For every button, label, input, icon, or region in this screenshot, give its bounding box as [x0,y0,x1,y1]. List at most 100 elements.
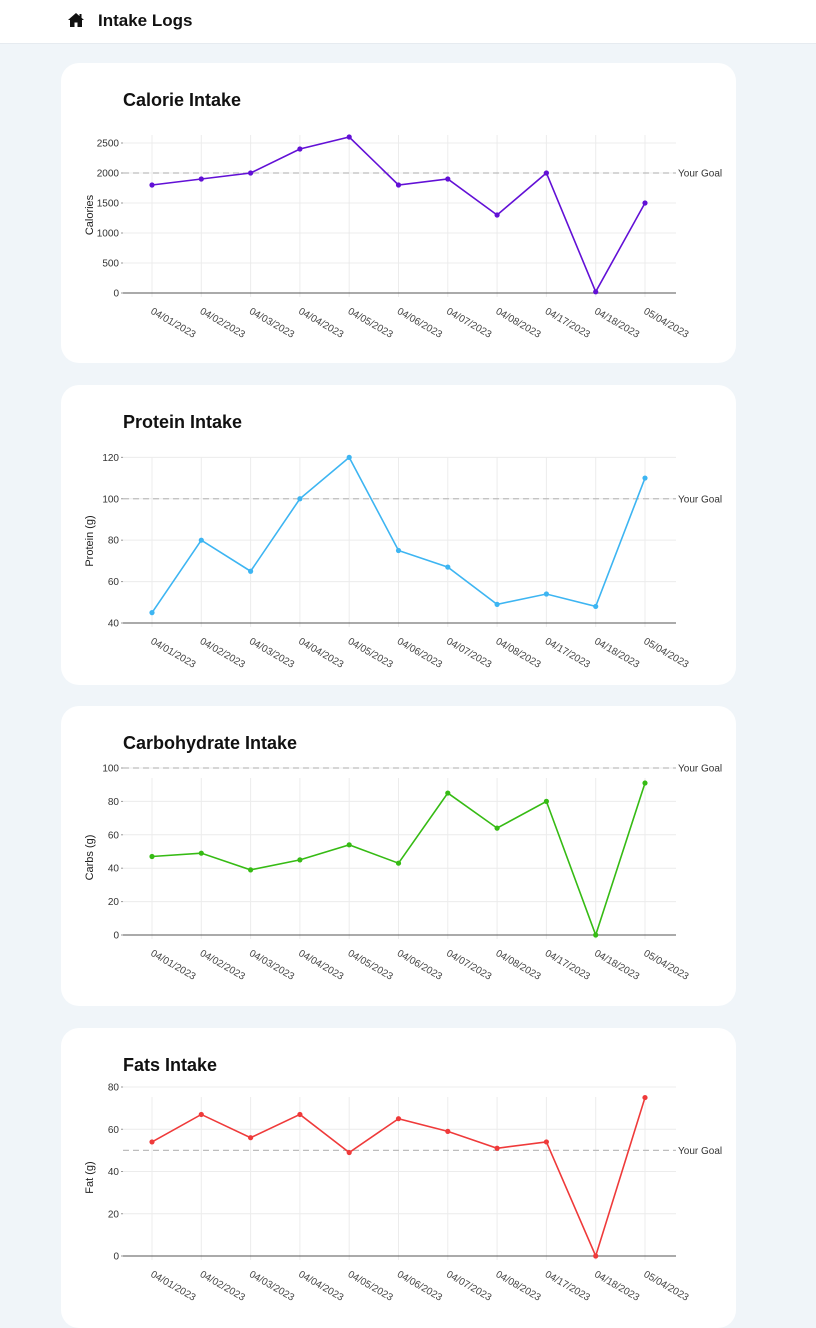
data-point [346,134,352,140]
y-tick-label: 1000 [97,229,120,240]
goal-label: Your Goal [678,169,722,180]
y-tick-label: 120 [102,453,119,464]
x-tick-label: 05/04/2023 [642,948,691,983]
x-tick-label: 04/08/2023 [494,1269,543,1304]
fats-chart-card: Fats Intake 0 20 40 60 80 Fat (g) Your Goal 04/… [61,1028,736,1328]
y-tick-label: 20 [108,1209,120,1220]
data-point [248,867,254,873]
y-axis-title: Calories [84,194,96,235]
chart-title: Calorie Intake [123,90,242,110]
x-tick-label: 04/01/2023 [149,306,198,341]
y-tick-label: 60 [108,830,120,841]
x-tick-label: 04/17/2023 [543,1269,592,1304]
x-tick-label: 04/04/2023 [296,306,345,341]
data-point [445,790,451,796]
data-point [346,1149,352,1156]
data-point [445,1128,451,1134]
y-tick-label: 80 [108,536,120,547]
goal-label: Your Goal [678,764,722,775]
data-point [543,591,549,597]
x-tick-label: 04/04/2023 [296,1269,345,1304]
protein-chart: 40 60 80 100 120 Protein (g) Your Goal 04/01/20… [84,453,722,671]
data-point [297,496,303,502]
x-tick-label: 05/04/2023 [642,306,691,341]
x-tick-label: 04/18/2023 [592,1269,641,1304]
x-tick-label: 04/05/2023 [346,948,395,983]
data-point [198,176,204,182]
x-tick-label: 04/08/2023 [494,306,543,341]
x-tick-label: 04/07/2023 [444,306,493,341]
data-point [445,564,451,570]
data-point [149,182,155,188]
app-title: Intake Logs [98,11,193,30]
data-point [494,825,500,831]
x-tick-label: 04/03/2023 [247,948,296,983]
x-tick-label: 04/04/2023 [296,636,345,671]
x-tick-label: 04/05/2023 [346,306,395,341]
x-tick-label: 04/06/2023 [395,306,444,341]
y-tick-label: 80 [108,797,120,808]
x-tick-label: 04/02/2023 [198,306,247,341]
goal-label: Your Goal [678,1146,722,1157]
data-point [297,146,303,152]
y-axis-title: Carbs (g) [84,835,96,881]
data-point [642,475,648,481]
carbohydrate-chart-card: Carbohydrate Intake 0 20 40 60 80 100 Carbs (g… [61,706,736,1006]
x-tick-label: 04/03/2023 [247,1269,296,1304]
x-tick-label: 04/07/2023 [444,948,493,983]
x-tick-label: 04/07/2023 [444,636,493,671]
data-point [494,601,500,607]
x-tick-label: 04/08/2023 [494,636,543,671]
data-point [642,780,648,786]
x-tick-label: 04/04/2023 [296,948,345,983]
x-tick-label: 04/17/2023 [543,948,592,983]
data-point [346,842,352,848]
x-tick-label: 04/05/2023 [346,636,395,671]
y-tick-label: 500 [102,259,119,270]
x-tick-label: 04/07/2023 [444,1269,493,1304]
data-point [198,1111,204,1118]
y-tick-label: 60 [108,577,120,588]
data-point [642,200,648,206]
x-tick-label: 04/06/2023 [395,1269,444,1304]
carbohydrate-chart: 0 20 40 60 80 100 Carbs (g) Your Goal 04/01/2023… [84,764,722,983]
x-tick-label: 04/02/2023 [198,948,247,983]
data-point [198,537,204,543]
y-tick-label: 2500 [97,139,120,150]
data-point [494,212,500,218]
y-tick-label: 0 [113,931,119,942]
goal-label: Your Goal [678,494,722,505]
data-point [395,547,402,554]
protein-chart-card: Protein Intake 40 60 80 100 120 Protein (g) Yo… [61,385,736,685]
data-point [445,176,451,182]
data-point [198,850,204,856]
data-point [642,1094,648,1101]
data-point [395,1116,402,1122]
y-tick-label: 1500 [97,199,120,210]
fats-chart: 0 20 40 60 80 Fat (g) Your Goal 04/01/2023 04/02… [84,1083,722,1304]
data-point [543,170,549,176]
data-point [543,798,549,804]
x-tick-label: 04/18/2023 [592,306,641,341]
x-tick-label: 04/08/2023 [494,948,543,983]
x-tick-label: 04/03/2023 [247,306,296,341]
y-tick-label: 100 [102,494,119,505]
y-tick-label: 2000 [97,169,120,180]
x-tick-label: 04/05/2023 [346,1269,395,1304]
data-point [248,1135,254,1141]
x-tick-label: 05/04/2023 [642,1269,691,1304]
data-point [149,610,155,616]
x-tick-label: 04/18/2023 [592,948,641,983]
calorie-chart: 0 500 1000 1500 2000 2500 Calories Your Goal 04/… [84,134,722,341]
x-tick-label: 04/02/2023 [198,1269,247,1304]
x-tick-label: 04/06/2023 [395,636,444,671]
x-tick-label: 04/01/2023 [149,1269,198,1304]
y-tick-label: 0 [113,1252,119,1263]
y-tick-label: 20 [108,897,120,908]
data-point [543,1139,549,1145]
data-point [248,568,254,574]
data-point [395,182,402,188]
home-icon[interactable] [67,12,85,28]
x-tick-label: 04/06/2023 [395,948,444,983]
calorie-chart-card: Calorie Intake 0 500 1000 1500 2000 2500 Calor… [61,63,736,363]
